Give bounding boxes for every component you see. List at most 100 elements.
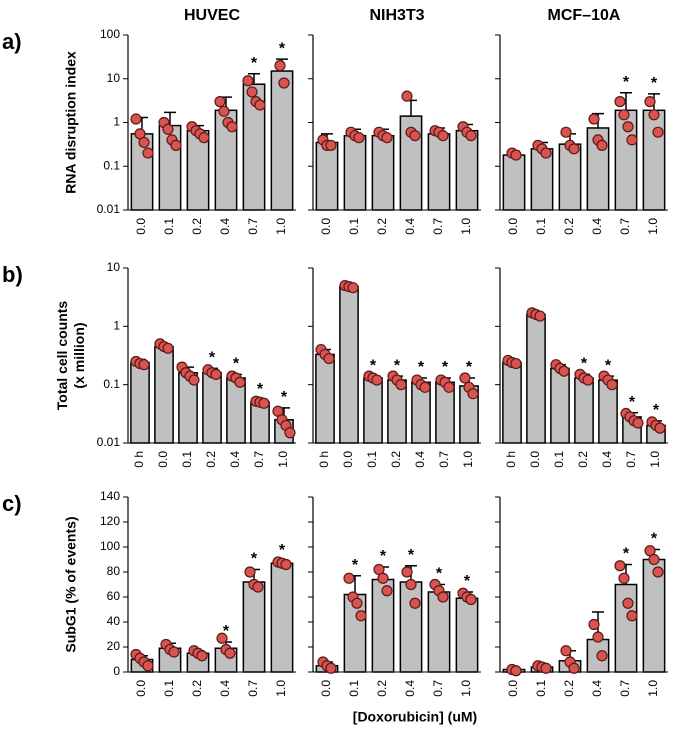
data-point: [210, 368, 222, 380]
x-tick-label: 1.0: [274, 680, 288, 697]
data-point: [138, 359, 150, 371]
x-tick-label: 0.7: [246, 218, 260, 235]
x-tick-label: 0.4: [590, 680, 604, 697]
data-point: [588, 618, 600, 631]
data-point: [401, 566, 413, 578]
bar: [130, 361, 150, 444]
bar: [574, 377, 594, 444]
data-point: [618, 109, 630, 121]
y-tick-label: 20: [107, 639, 121, 653]
x-tick-label: 0.1: [347, 218, 361, 235]
bar: [242, 581, 266, 673]
bar: [339, 285, 359, 444]
x-tick-label: 0.2: [375, 218, 389, 235]
bar: [455, 597, 479, 673]
x-tick-label: 1.0: [461, 451, 475, 468]
data-point: [353, 132, 365, 144]
bar: [502, 361, 522, 444]
x-tick-label: 1.0: [276, 451, 290, 468]
data-point: [568, 143, 580, 155]
data-point: [614, 560, 626, 572]
bar: [270, 562, 294, 673]
data-point: [654, 422, 666, 434]
y-tick-label: 40: [107, 614, 121, 628]
data-point: [278, 77, 290, 89]
data-point: [510, 149, 522, 161]
data-point: [325, 662, 337, 674]
x-tick-label: 0.2: [375, 680, 389, 697]
data-point: [347, 282, 359, 294]
x-tick-label: 0.0: [134, 218, 148, 235]
data-point: [142, 660, 154, 672]
x-tick-label: 0.2: [204, 451, 218, 468]
data-point: [510, 357, 522, 370]
significance-marker: *: [233, 356, 240, 373]
data-point: [419, 381, 431, 393]
y-axis-label: Total cell counts: [54, 301, 70, 411]
x-tick-label: 0.2: [562, 680, 576, 697]
y-tick-label: 1: [113, 115, 120, 129]
y-tick-label: 10: [107, 260, 121, 274]
data-point: [588, 113, 600, 125]
x-tick-label: 0.4: [403, 218, 417, 235]
significance-marker: *: [279, 40, 286, 57]
data-point: [467, 388, 479, 400]
bar: [315, 141, 339, 211]
y-tick-label: 100: [100, 27, 120, 41]
significance-marker: *: [279, 542, 286, 559]
x-tick-label: 0.7: [624, 451, 638, 468]
x-tick-label: 0.1: [534, 218, 548, 235]
data-point: [443, 381, 455, 393]
x-tick-label: 0.4: [218, 218, 232, 235]
x-tick-label: 1.0: [646, 218, 660, 235]
significance-marker: *: [418, 359, 425, 376]
error-bar: [405, 99, 417, 117]
data-point: [226, 121, 238, 133]
significance-marker: *: [251, 55, 258, 72]
error-bar: [164, 111, 176, 126]
bar: [550, 367, 570, 444]
error-bar: [248, 73, 260, 85]
data-point: [216, 632, 228, 644]
data-point: [224, 647, 236, 659]
significance-marker: *: [623, 74, 630, 91]
data-point: [652, 126, 664, 138]
data-point: [323, 352, 335, 365]
data-point: [465, 130, 477, 142]
error-bar: [620, 91, 632, 111]
x-tick-label: 0.0: [506, 218, 520, 235]
column-title: HUVEC: [184, 7, 240, 24]
significance-marker: *: [257, 381, 264, 398]
data-point: [325, 139, 337, 151]
significance-marker: *: [380, 548, 387, 565]
y-tick-label: 60: [107, 589, 121, 603]
x-tick-label: 0.0: [319, 218, 333, 235]
bar: [502, 154, 526, 211]
x-tick-label: 0.0: [156, 451, 170, 468]
data-point: [355, 610, 367, 622]
bar: [614, 583, 638, 673]
panel-label: b): [2, 262, 23, 287]
bar: [154, 345, 174, 444]
bar: [526, 313, 546, 444]
x-tick-label: 1.0: [648, 451, 662, 468]
bar: [530, 148, 554, 211]
data-point: [242, 75, 254, 87]
x-axis-label: [Doxorubicin] (uM): [353, 709, 477, 725]
data-point: [188, 374, 200, 386]
bar: [202, 372, 222, 444]
data-point: [351, 597, 363, 609]
significance-marker: *: [281, 389, 288, 406]
data-point: [606, 379, 618, 391]
x-tick-label: 0.0: [506, 680, 520, 697]
x-tick-label: 0.7: [246, 680, 260, 697]
x-tick-label: 0.0: [134, 680, 148, 697]
x-tick-label: 1.0: [646, 680, 660, 697]
bar: [371, 134, 395, 211]
significance-marker: *: [651, 75, 658, 92]
x-tick-label: 0.4: [403, 680, 417, 697]
significance-marker: *: [651, 531, 658, 548]
y-tick-label: 100: [100, 539, 120, 553]
x-tick-label: 0.7: [437, 451, 451, 468]
data-point: [465, 593, 477, 606]
